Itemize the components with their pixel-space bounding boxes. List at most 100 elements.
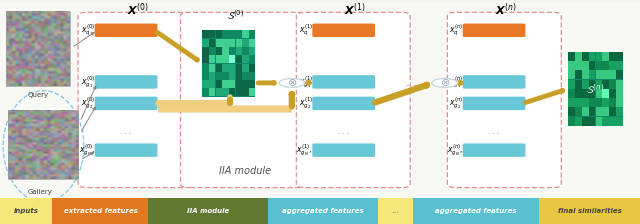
FancyBboxPatch shape <box>249 39 255 47</box>
FancyBboxPatch shape <box>616 52 623 61</box>
FancyBboxPatch shape <box>216 47 222 55</box>
FancyBboxPatch shape <box>202 30 255 97</box>
FancyBboxPatch shape <box>582 98 589 107</box>
FancyBboxPatch shape <box>602 108 609 116</box>
FancyBboxPatch shape <box>616 117 623 126</box>
FancyBboxPatch shape <box>222 55 228 63</box>
FancyBboxPatch shape <box>222 64 228 71</box>
Bar <box>539 198 640 224</box>
FancyBboxPatch shape <box>568 117 575 126</box>
FancyBboxPatch shape <box>229 64 236 71</box>
FancyBboxPatch shape <box>602 70 609 79</box>
Text: . . .: . . . <box>338 129 349 135</box>
FancyBboxPatch shape <box>236 55 242 63</box>
FancyBboxPatch shape <box>209 39 216 47</box>
FancyBboxPatch shape <box>609 98 616 107</box>
FancyBboxPatch shape <box>602 89 609 98</box>
FancyBboxPatch shape <box>589 61 595 70</box>
FancyBboxPatch shape <box>229 30 236 38</box>
FancyBboxPatch shape <box>236 30 242 38</box>
Text: $x_{g_1}^{{(n)}}$: $x_{g_1}^{{(n)}}$ <box>449 74 463 90</box>
FancyBboxPatch shape <box>568 70 575 79</box>
FancyBboxPatch shape <box>568 61 575 70</box>
FancyBboxPatch shape <box>589 117 595 126</box>
Text: $x_{g_2}^{{(n)}}$: $x_{g_2}^{{(n)}}$ <box>449 96 463 111</box>
FancyBboxPatch shape <box>242 47 248 55</box>
Text: IIA module: IIA module <box>219 166 271 176</box>
FancyBboxPatch shape <box>568 52 575 61</box>
FancyBboxPatch shape <box>582 80 589 88</box>
FancyBboxPatch shape <box>249 47 255 55</box>
FancyBboxPatch shape <box>582 70 589 79</box>
FancyBboxPatch shape <box>296 12 410 187</box>
FancyBboxPatch shape <box>582 117 589 126</box>
FancyBboxPatch shape <box>589 108 595 116</box>
FancyBboxPatch shape <box>209 72 216 80</box>
FancyBboxPatch shape <box>95 143 157 157</box>
FancyBboxPatch shape <box>575 61 582 70</box>
Bar <box>378 198 413 224</box>
FancyBboxPatch shape <box>229 39 236 47</box>
FancyBboxPatch shape <box>463 97 525 110</box>
FancyBboxPatch shape <box>568 98 575 107</box>
FancyBboxPatch shape <box>216 55 222 63</box>
FancyBboxPatch shape <box>242 39 248 47</box>
Text: Gallery: Gallery <box>28 189 52 195</box>
FancyBboxPatch shape <box>602 98 609 107</box>
FancyBboxPatch shape <box>609 52 616 61</box>
FancyBboxPatch shape <box>582 108 589 116</box>
Text: . . .: . . . <box>406 76 425 89</box>
FancyBboxPatch shape <box>575 70 582 79</box>
FancyBboxPatch shape <box>312 24 375 37</box>
Circle shape <box>432 78 458 87</box>
FancyBboxPatch shape <box>180 12 307 187</box>
Text: $x_{g_2}^{{(1)}}$: $x_{g_2}^{{(1)}}$ <box>299 96 313 111</box>
FancyBboxPatch shape <box>202 30 209 38</box>
FancyBboxPatch shape <box>236 72 242 80</box>
FancyBboxPatch shape <box>209 30 216 38</box>
FancyBboxPatch shape <box>589 80 595 88</box>
FancyBboxPatch shape <box>242 72 248 80</box>
FancyBboxPatch shape <box>249 88 255 96</box>
FancyBboxPatch shape <box>582 52 589 61</box>
FancyBboxPatch shape <box>209 55 216 63</box>
Text: $\boldsymbol{X}^{(0)}$: $\boldsymbol{X}^{(0)}$ <box>127 2 148 18</box>
Bar <box>0 3 640 198</box>
Text: $x_{g_1}^{{(0)}}$: $x_{g_1}^{{(0)}}$ <box>81 74 95 90</box>
Circle shape <box>279 78 305 87</box>
FancyBboxPatch shape <box>575 98 582 107</box>
FancyBboxPatch shape <box>312 75 375 89</box>
FancyBboxPatch shape <box>589 98 595 107</box>
FancyBboxPatch shape <box>236 47 242 55</box>
FancyBboxPatch shape <box>229 72 236 80</box>
FancyBboxPatch shape <box>222 39 228 47</box>
Text: $x_{g_N}^{{(0)}},$: $x_{g_N}^{{(0)}},$ <box>79 142 95 158</box>
FancyBboxPatch shape <box>596 117 602 126</box>
Text: $x_{g_1}^{{(1)}}$: $x_{g_1}^{{(1)}}$ <box>299 74 313 90</box>
Text: $\boldsymbol{X}^{(1)}$: $\boldsymbol{X}^{(1)}$ <box>344 2 366 18</box>
FancyBboxPatch shape <box>229 88 236 96</box>
FancyBboxPatch shape <box>242 55 248 63</box>
FancyBboxPatch shape <box>609 61 616 70</box>
FancyBboxPatch shape <box>95 97 157 110</box>
FancyBboxPatch shape <box>568 80 575 88</box>
FancyBboxPatch shape <box>589 89 595 98</box>
FancyBboxPatch shape <box>229 55 236 63</box>
FancyBboxPatch shape <box>222 80 228 88</box>
FancyBboxPatch shape <box>582 61 589 70</box>
FancyBboxPatch shape <box>216 30 222 38</box>
FancyBboxPatch shape <box>216 88 222 96</box>
FancyBboxPatch shape <box>602 80 609 88</box>
FancyBboxPatch shape <box>236 80 242 88</box>
FancyBboxPatch shape <box>602 61 609 70</box>
FancyBboxPatch shape <box>312 143 375 157</box>
FancyBboxPatch shape <box>463 24 525 37</box>
FancyBboxPatch shape <box>616 80 623 88</box>
FancyBboxPatch shape <box>202 39 209 47</box>
FancyBboxPatch shape <box>209 88 216 96</box>
FancyBboxPatch shape <box>242 64 248 71</box>
FancyBboxPatch shape <box>202 64 209 71</box>
FancyBboxPatch shape <box>596 61 602 70</box>
FancyBboxPatch shape <box>568 52 623 126</box>
FancyBboxPatch shape <box>95 24 157 37</box>
